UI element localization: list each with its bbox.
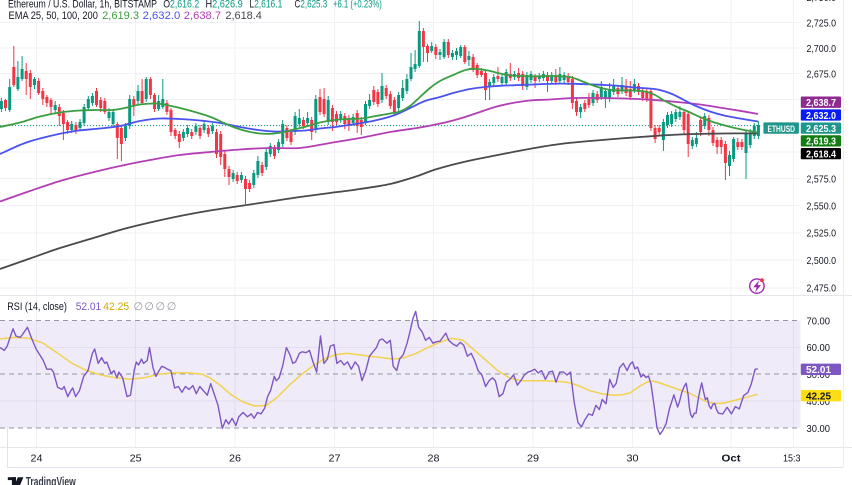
svg-text:30: 30: [627, 453, 639, 465]
svg-text:28: 28: [428, 453, 440, 465]
svg-text:2,638.7: 2,638.7: [184, 10, 221, 22]
svg-text:26: 26: [229, 453, 241, 465]
svg-text:2,500.0: 2,500.0: [807, 255, 837, 267]
svg-text:42.25: 42.25: [103, 301, 129, 313]
svg-text:70.00: 70.00: [807, 315, 831, 327]
svg-text:2,675.0: 2,675.0: [807, 68, 837, 80]
svg-text:15:3: 15:3: [783, 453, 801, 465]
svg-text:EMA 25, 50, 100, 200: EMA 25, 50, 100, 200: [9, 10, 98, 22]
svg-text:30.00: 30.00: [807, 423, 831, 435]
svg-text:2,618.4: 2,618.4: [806, 148, 836, 160]
svg-text:O2,616.2: O2,616.2: [163, 0, 199, 11]
svg-text:C2,625.3: C2,625.3: [295, 0, 328, 11]
svg-text:2,632.0: 2,632.0: [143, 10, 181, 22]
svg-text:60.00: 60.00: [807, 342, 831, 354]
svg-text:+6.1 (+0.23%): +6.1 (+0.23%): [333, 0, 382, 11]
svg-text:ETHUSD: ETHUSD: [768, 124, 796, 135]
svg-text:2,750.0: 2,750.0: [807, 0, 837, 4]
svg-text:L2,616.1: L2,616.1: [249, 0, 282, 11]
svg-text:25: 25: [130, 453, 142, 465]
svg-text:Oct: Oct: [722, 453, 742, 465]
svg-text:42.25: 42.25: [806, 391, 831, 403]
svg-text:Ethereum / U.S. Dollar, 1h, BI: Ethereum / U.S. Dollar, 1h, BITSTAMP: [8, 0, 157, 11]
svg-text:∅: ∅: [144, 301, 154, 313]
svg-text:2,525.0: 2,525.0: [807, 228, 837, 240]
svg-text:27: 27: [329, 453, 341, 465]
svg-text:2,725.0: 2,725.0: [807, 17, 837, 29]
svg-text:TradingView: TradingView: [26, 475, 76, 485]
svg-text:2,618.4: 2,618.4: [225, 10, 262, 22]
svg-text:H2,626.9: H2,626.9: [206, 0, 243, 11]
svg-text:29: 29: [527, 453, 539, 465]
svg-text:52.01: 52.01: [76, 301, 102, 313]
svg-text:2,632.0: 2,632.0: [806, 110, 836, 122]
svg-text:2,575.0: 2,575.0: [807, 173, 837, 185]
svg-text:∅: ∅: [156, 301, 166, 313]
svg-text:24: 24: [31, 453, 43, 465]
svg-text:2,638.7: 2,638.7: [806, 97, 836, 109]
svg-text:2,475.0: 2,475.0: [807, 283, 837, 295]
svg-text:∅: ∅: [134, 301, 144, 313]
svg-text:2,619.3: 2,619.3: [806, 136, 836, 148]
svg-text:2,625.3: 2,625.3: [806, 123, 836, 135]
svg-text:2,550.0: 2,550.0: [807, 200, 837, 212]
svg-text:2,700.0: 2,700.0: [807, 43, 837, 55]
svg-text:2,619.3: 2,619.3: [102, 10, 139, 22]
svg-text:RSI (14, close): RSI (14, close): [7, 301, 67, 313]
svg-text:∅: ∅: [167, 301, 177, 313]
svg-text:52.01: 52.01: [806, 364, 831, 376]
